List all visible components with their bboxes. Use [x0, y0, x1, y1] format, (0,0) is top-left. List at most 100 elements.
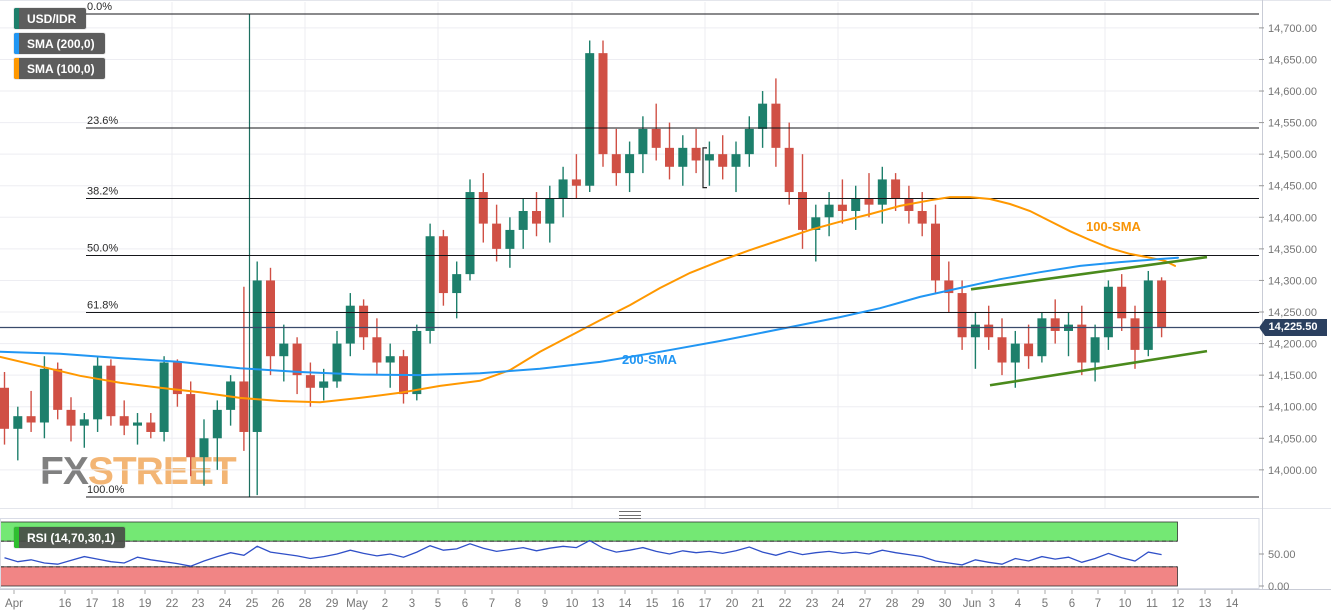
candle-body: [598, 53, 608, 155]
time-axis-label: 5: [435, 598, 441, 610]
candle-body: [332, 343, 342, 382]
time-axis-label: Apr: [5, 598, 23, 610]
time-axis-label: 29: [326, 598, 339, 610]
legend-symbol[interactable]: USD/IDR: [14, 8, 87, 29]
candle-body: [864, 198, 874, 205]
time-axis-label: 5: [1042, 598, 1048, 610]
candle-body: [798, 192, 807, 230]
candle-body: [159, 362, 169, 432]
rsi-line: [4, 539, 1162, 567]
trendline[interactable]: [970, 255, 1208, 291]
time-axis-label: May: [346, 598, 368, 610]
candle-body: [691, 147, 701, 161]
time-axis-label: 27: [859, 598, 872, 610]
candle-body: [758, 103, 768, 129]
candle-body: [292, 343, 302, 376]
time-axis-label: 25: [246, 598, 259, 610]
candle-body: [1050, 318, 1060, 331]
price-axis-label: 14,600.00: [1268, 86, 1317, 98]
candle-body: [1037, 318, 1047, 357]
time-axis-label: 21: [752, 598, 765, 610]
time-axis-label: 24: [219, 598, 232, 610]
legend-rsi[interactable]: RSI (14,70,30,1): [14, 527, 126, 548]
time-axis-label: 15: [646, 598, 659, 610]
candle-body: [305, 375, 315, 388]
time-axis-label: 8: [515, 598, 521, 610]
candle-body: [212, 409, 222, 439]
candle-body: [106, 365, 116, 417]
legend-sma200[interactable]: SMA (200,0): [14, 33, 105, 54]
candle-body: [1077, 324, 1087, 363]
sma200-line[interactable]: [0, 256, 1179, 377]
price-axis-label: 14,500.00: [1268, 149, 1317, 161]
candle-body: [252, 280, 262, 432]
time-axis-label: 29: [912, 598, 925, 610]
candle-body: [1024, 343, 1034, 357]
candle-body: [625, 154, 635, 174]
candle-body: [944, 280, 954, 294]
time-axis-label: 23: [806, 598, 819, 610]
price-axis[interactable]: 14,700.00 14,650.00 14,600.00 14,550.00 14,5…: [1259, 23, 1317, 593]
candle-body: [1130, 318, 1140, 350]
time-axis-label: 2: [382, 598, 388, 610]
trendline[interactable]: [989, 349, 1208, 387]
sma100-line[interactable]: [0, 196, 1176, 404]
legend-symbol-label: USD/IDR: [27, 11, 77, 26]
time-axis-label: 12: [1172, 598, 1185, 610]
rsi-overbought-band: [0, 521, 1178, 542]
legend-sma100[interactable]: SMA (100,0): [14, 58, 105, 79]
candle-body: [837, 204, 847, 211]
fib-label: 50.0%: [87, 242, 118, 254]
candle-body: [877, 179, 887, 205]
candle-body: [412, 330, 422, 395]
candle-body: [425, 236, 435, 331]
price-axis-label: 14,400.00: [1268, 212, 1317, 224]
sma100-curve-label: 100-SMA: [1086, 219, 1141, 234]
candle-body: [186, 394, 196, 458]
time-axis-label: 4: [1015, 598, 1022, 610]
candle-body: [970, 324, 980, 338]
time-axis-label: 13: [592, 598, 605, 610]
candle-body: [957, 293, 967, 338]
candle-body: [1143, 280, 1153, 350]
symbol-color-swatch: [14, 8, 19, 29]
candle-body: [917, 210, 927, 224]
fib-label: 38.2%: [87, 186, 118, 198]
time-axis-label: 17: [699, 598, 712, 610]
watermark-street: STREET: [87, 450, 237, 493]
candle-body: [718, 154, 728, 167]
candle-body: [385, 356, 395, 363]
fib-levels[interactable]: 0.0% 23.6% 38.2% 50.0% 61.8% 100.0%: [86, 1, 1259, 498]
candle-body: [771, 103, 781, 148]
candle-body: [1103, 286, 1113, 338]
candle-body: [731, 154, 741, 167]
candle-body: [119, 416, 129, 426]
candle-body: [79, 419, 89, 426]
price-axis-label: 14,550.00: [1268, 118, 1317, 130]
sma200-color-swatch: [14, 33, 19, 54]
price-axis-label: 14,100.00: [1268, 402, 1317, 414]
candle-body: [571, 179, 581, 186]
legend-rsi-label: RSI (14,70,30,1): [27, 530, 116, 545]
candle-body: [851, 198, 861, 211]
candle-body: [345, 305, 355, 344]
time-axis-label: 9: [542, 598, 548, 610]
price-axis-label: 14,200.00: [1268, 339, 1317, 351]
candle-body: [452, 274, 462, 294]
candle-body: [66, 409, 76, 426]
panel-resize-handle[interactable]: [619, 511, 641, 519]
time-axis-label: 10: [566, 598, 579, 610]
candle-body: [1090, 337, 1100, 363]
time-axis[interactable]: Apr 16 17 18 19 22 23 24 25 26 28 29 May 2 3 5 6 7 8 9 10 13 1…: [5, 590, 1239, 610]
candle-body: [704, 154, 714, 161]
candle-body: [199, 438, 209, 458]
rsi-panel[interactable]: [0, 518, 1260, 589]
candle-body: [678, 147, 688, 167]
candle-body: [279, 343, 289, 357]
time-axis-label: 30: [939, 598, 952, 610]
rsi-oversold-band: [0, 566, 1178, 587]
candle-body: [372, 337, 382, 363]
measure-bracket: [702, 147, 707, 189]
